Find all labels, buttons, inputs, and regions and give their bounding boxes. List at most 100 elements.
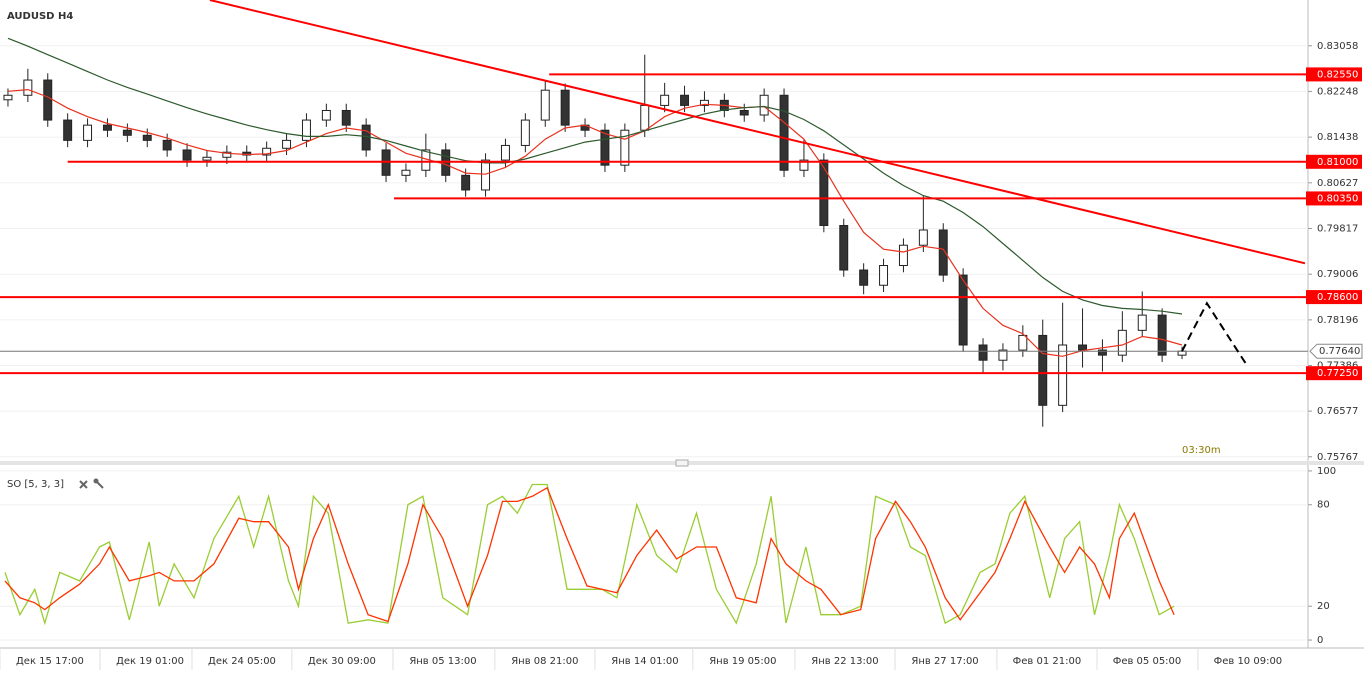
x-tick-label: Янв 22 13:00 (811, 656, 878, 667)
y-tick-label: 80 (1317, 500, 1330, 511)
current-price-label: 0.77640 (1319, 346, 1360, 357)
candle-body (918, 229, 928, 246)
candle-body (461, 174, 471, 191)
candle-body (520, 119, 530, 146)
y-tick-label: 0.79006 (1317, 269, 1358, 280)
candle-body (341, 109, 351, 126)
candle-body (680, 94, 690, 106)
settings-icon[interactable] (93, 478, 104, 489)
moving-average (7, 88, 1183, 357)
candle-body (600, 129, 610, 166)
y-tick-label: 0 (1317, 635, 1323, 646)
level-label: 0.81000 (1317, 157, 1358, 168)
x-tick-label: Янв 08 21:00 (511, 656, 578, 667)
x-tick-label: Фев 10 09:00 (1214, 656, 1283, 667)
candle-body (63, 119, 73, 141)
level-label: 0.77250 (1317, 368, 1358, 379)
overlay-layer: 0.77640 0.82550 0.81000 0.80350 0.78600 0.772… (0, 0, 1363, 456)
y-tick-label: 20 (1317, 601, 1330, 612)
level-tag (1306, 290, 1362, 305)
candle-body (122, 129, 132, 136)
y-tick-label: 0.80627 (1317, 178, 1358, 189)
x-tick-label: Фев 05 05:00 (1113, 656, 1182, 667)
candle-body (481, 159, 491, 191)
candle-body (1058, 344, 1068, 406)
level-tag (1306, 67, 1362, 82)
candle-body (301, 119, 311, 141)
y-tick-label: 0.83058 (1317, 41, 1358, 52)
marks-layer (3, 37, 1187, 626)
candle-body (560, 89, 570, 126)
trend-line (209, 0, 1306, 265)
candle-body (23, 79, 33, 96)
y-tick-label: 100 (1317, 466, 1336, 477)
candle-body (262, 147, 272, 156)
candle-body (779, 94, 789, 171)
candle-body (640, 104, 650, 131)
oscillator-line (4, 486, 1175, 623)
y-tick-label: 0.77386 (1317, 361, 1358, 372)
candle-body (620, 129, 630, 166)
oscillator-line (4, 483, 1175, 626)
candle-body (1078, 344, 1088, 351)
candle-body (202, 156, 212, 161)
candle-body (739, 109, 749, 116)
indicator-title: SO [5, 3, 3] (7, 479, 64, 490)
grid-layer: 0.83058 0.82248 0.81438 0.80627 0.79817 0.790… (0, 41, 1358, 670)
candle-body (1177, 350, 1187, 356)
y-tick-label: 0.79817 (1317, 223, 1358, 234)
candle-body (401, 169, 411, 176)
candle-body (978, 344, 988, 361)
x-tick-label: Янв 19 05:00 (709, 656, 776, 667)
y-tick-label: 0.81438 (1317, 132, 1358, 143)
level-tag (1306, 366, 1362, 381)
x-tick-label: Янв 05 13:00 (409, 656, 476, 667)
candle-body (182, 149, 192, 161)
candle-body (1137, 314, 1147, 331)
candle-body (1157, 314, 1167, 356)
candle-body (1018, 334, 1028, 351)
y-tick-label: 0.75767 (1317, 452, 1358, 463)
candle-body (500, 144, 510, 161)
candle-body (958, 274, 968, 346)
candle-body (660, 94, 670, 106)
forecast-line (1181, 301, 1248, 366)
separator-handle[interactable] (675, 459, 689, 467)
candle-body (83, 124, 93, 141)
level-tag (1306, 191, 1362, 206)
y-tick-label: 0.76577 (1317, 406, 1358, 417)
candle-body (102, 124, 112, 131)
y-tick-label: 0.78196 (1317, 315, 1358, 326)
candle-body (1097, 349, 1107, 356)
x-tick-label: Янв 14 01:00 (611, 656, 678, 667)
x-tick-label: Дек 15 17:00 (16, 656, 84, 667)
candle-body (162, 139, 172, 151)
x-tick-label: Дек 30 09:00 (308, 656, 376, 667)
candle-body (819, 159, 829, 226)
candle-body (3, 94, 13, 101)
candle-body (142, 134, 152, 141)
candle-body (1038, 334, 1048, 406)
level-label: 0.80350 (1317, 193, 1358, 204)
close-icon[interactable] (79, 480, 88, 489)
candle-body (859, 269, 869, 286)
candle-body (898, 244, 908, 267)
candle-body (699, 99, 709, 106)
level-label: 0.82550 (1317, 69, 1358, 80)
current-price-tag (1309, 343, 1363, 359)
moving-average (7, 37, 1183, 315)
candle-body (43, 79, 53, 121)
candle-body (998, 349, 1008, 361)
chart-title: AUDUSD H4 (7, 11, 73, 22)
x-tick-label: Фев 01 21:00 (1013, 656, 1082, 667)
candle-body (879, 265, 889, 286)
candle-body (759, 94, 769, 116)
x-tick-label: Дек 19 01:00 (116, 656, 184, 667)
candle-body (839, 224, 849, 271)
timer-annotation: 03:30m (1182, 445, 1221, 456)
candle-body (282, 139, 292, 149)
y-tick-label: 0.82248 (1317, 86, 1358, 97)
candle-body (938, 229, 948, 276)
